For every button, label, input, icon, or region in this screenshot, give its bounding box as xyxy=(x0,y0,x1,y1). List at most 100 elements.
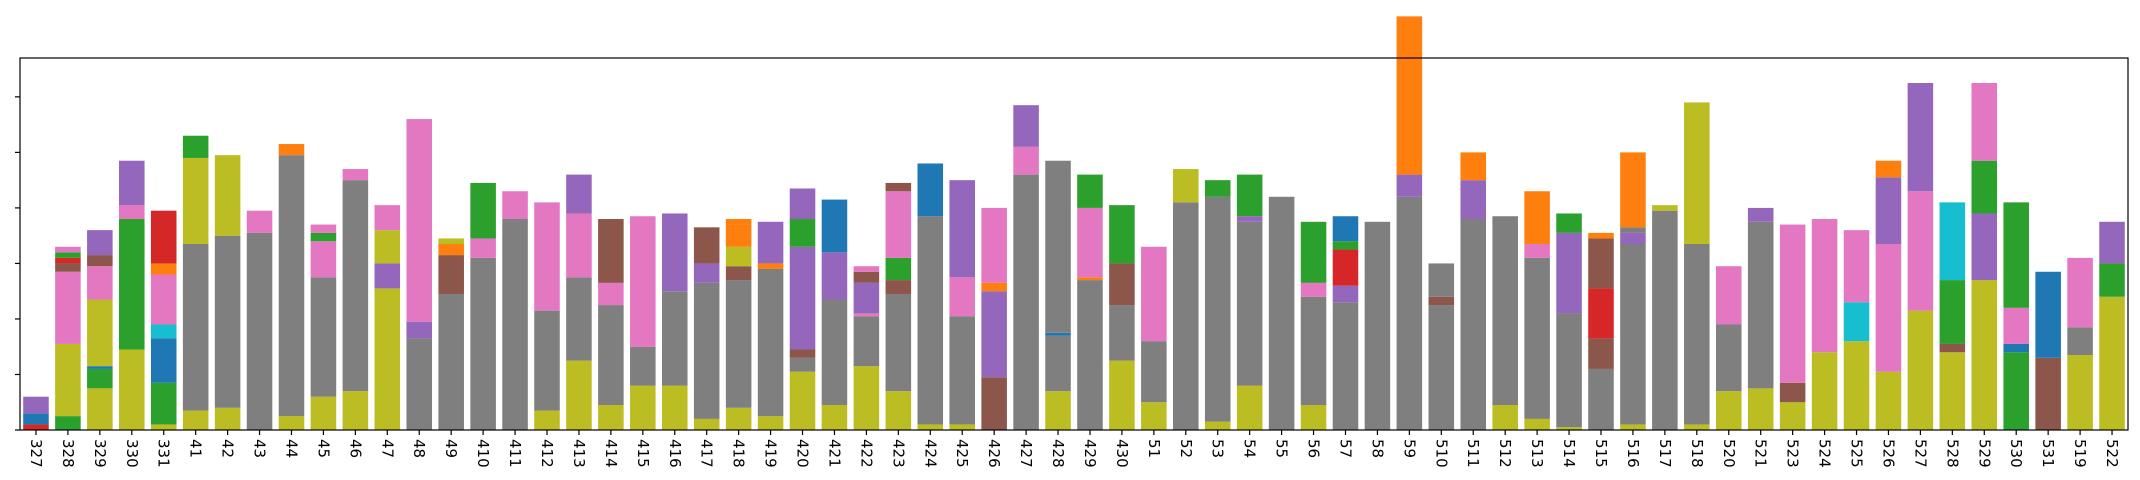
x-tick-label: 524 xyxy=(1816,439,1834,468)
x-tick-label: 411 xyxy=(506,439,524,468)
x-tick-label: 522 xyxy=(2103,439,2121,468)
bar-segment-49-0 xyxy=(438,293,464,430)
bar-segment-45-2 xyxy=(310,241,337,278)
bar-segment-425-1 xyxy=(949,316,975,425)
x-tick-label: 511 xyxy=(1464,439,1482,468)
bar-segment-530-0 xyxy=(2003,352,2029,430)
bar-segment-514-1 xyxy=(1556,313,1582,428)
bar-segment-330-1 xyxy=(119,219,145,350)
bar-segment-52-0 xyxy=(1173,202,1199,430)
bar-segment-512-0 xyxy=(1492,405,1518,430)
bar-segment-328-3 xyxy=(55,263,81,272)
x-tick-label: 327 xyxy=(27,439,45,468)
bar-segment-331-3 xyxy=(150,324,177,339)
bar-segment-331-5 xyxy=(150,263,177,275)
bar-segment-47-0 xyxy=(374,288,401,430)
x-tick-label: 523 xyxy=(1784,439,1802,468)
bar-segment-422-3 xyxy=(853,282,880,314)
bar-segment-59-0 xyxy=(1396,196,1423,430)
bar-segment-430-1 xyxy=(1109,305,1135,361)
bar-segment-527-2 xyxy=(1907,82,1934,192)
bar-segment-427-1 xyxy=(1013,146,1039,175)
bar-segment-54-2 xyxy=(1236,216,1263,222)
bar-segment-512-1 xyxy=(1492,216,1518,406)
bar-segment-511-0 xyxy=(1460,219,1487,430)
bar-segment-510-1 xyxy=(1428,296,1455,306)
x-tick-label: 328 xyxy=(59,439,77,468)
bar-segment-418-4 xyxy=(725,224,752,247)
bar-segment-422-0 xyxy=(853,366,880,430)
x-tick-label: 412 xyxy=(538,439,556,468)
bar-segment-429-1 xyxy=(1077,277,1103,281)
x-tick-label: 42 xyxy=(219,439,237,458)
bar-segment-41-2 xyxy=(182,157,209,244)
bar-segment-45-1 xyxy=(310,277,337,397)
bar-segment-428-3 xyxy=(1045,160,1071,333)
bar-segment-328-0 xyxy=(55,416,81,430)
bar-layer xyxy=(23,16,2125,430)
bar-segment-520-2 xyxy=(1715,266,1742,325)
bar-segment-525-1 xyxy=(1843,302,1870,342)
bar-segment-515-4 xyxy=(1588,232,1614,239)
bar-segment-427-2 xyxy=(1013,105,1039,147)
bar-segment-524-1 xyxy=(1811,219,1838,353)
bar-segment-44-2 xyxy=(278,144,305,156)
x-axis: 327 328 329 330 331 41 42 43 44 45 46 47 48 49 410 411 4… xyxy=(27,430,2121,468)
bar-segment-513-0 xyxy=(1524,418,1550,430)
bar-segment-42-2 xyxy=(214,155,241,236)
bar-segment-418-3 xyxy=(725,246,752,267)
bar-segment-426-0 xyxy=(981,377,1007,430)
bar-segment-424-0 xyxy=(917,424,944,430)
x-tick-label: 422 xyxy=(857,439,875,468)
bar-segment-42-0 xyxy=(214,407,241,430)
bar-segment-530-3 xyxy=(2003,202,2029,308)
bar-segment-418-0 xyxy=(725,407,752,430)
bar-segment-414-2 xyxy=(598,282,624,306)
x-tick-label: 513 xyxy=(1528,439,1546,468)
bar-segment-418-2 xyxy=(725,266,752,281)
bar-segment-331-0 xyxy=(150,424,177,430)
bar-segment-429-0 xyxy=(1077,280,1103,430)
x-tick-label: 515 xyxy=(1592,439,1610,468)
bar-segment-526-1 xyxy=(1875,244,1902,372)
x-tick-label: 423 xyxy=(889,439,907,468)
bar-segment-510-2 xyxy=(1428,263,1455,297)
x-tick-label: 510 xyxy=(1432,439,1450,468)
bar-segment-417-0 xyxy=(693,418,720,430)
bar-segment-427-0 xyxy=(1013,174,1039,430)
bar-segment-515-0 xyxy=(1588,368,1614,430)
bar-segment-331-1 xyxy=(150,382,177,425)
bar-segment-526-3 xyxy=(1875,160,1902,178)
x-tick-label: 329 xyxy=(91,439,109,468)
x-tick-label: 518 xyxy=(1688,439,1706,468)
bar-segment-517-0 xyxy=(1652,210,1678,430)
x-tick-label: 330 xyxy=(123,439,141,468)
bar-segment-55-0 xyxy=(1268,196,1295,430)
bar-segment-41-1 xyxy=(182,244,209,411)
bar-segment-527-1 xyxy=(1907,191,1934,311)
bar-segment-529-2 xyxy=(1971,160,1998,214)
bar-segment-517-1 xyxy=(1652,205,1678,211)
bar-segment-41-3 xyxy=(182,135,209,158)
bar-segment-330-0 xyxy=(119,349,145,430)
x-tick-label: 529 xyxy=(1975,439,1993,468)
bar-segment-331-6 xyxy=(150,210,177,264)
bar-segment-410-1 xyxy=(470,238,496,258)
bar-segment-42-1 xyxy=(214,235,241,408)
bar-segment-519-0 xyxy=(2067,355,2093,430)
bar-segment-428-1 xyxy=(1045,335,1071,392)
x-tick-label: 430 xyxy=(1113,439,1131,468)
bar-segment-52-1 xyxy=(1173,169,1199,203)
bar-segment-518-1 xyxy=(1684,244,1710,425)
bar-segment-511-1 xyxy=(1460,180,1487,220)
bar-segment-412-0 xyxy=(534,410,560,430)
x-tick-label: 416 xyxy=(666,439,684,468)
x-tick-label: 331 xyxy=(155,439,173,468)
x-tick-label: 58 xyxy=(1368,439,1386,458)
bar-segment-44-1 xyxy=(278,155,305,417)
bar-segment-422-4 xyxy=(853,271,880,283)
bar-segment-424-1 xyxy=(917,216,944,425)
bar-segment-48-2 xyxy=(406,119,433,322)
bar-segment-522-1 xyxy=(2099,263,2125,297)
